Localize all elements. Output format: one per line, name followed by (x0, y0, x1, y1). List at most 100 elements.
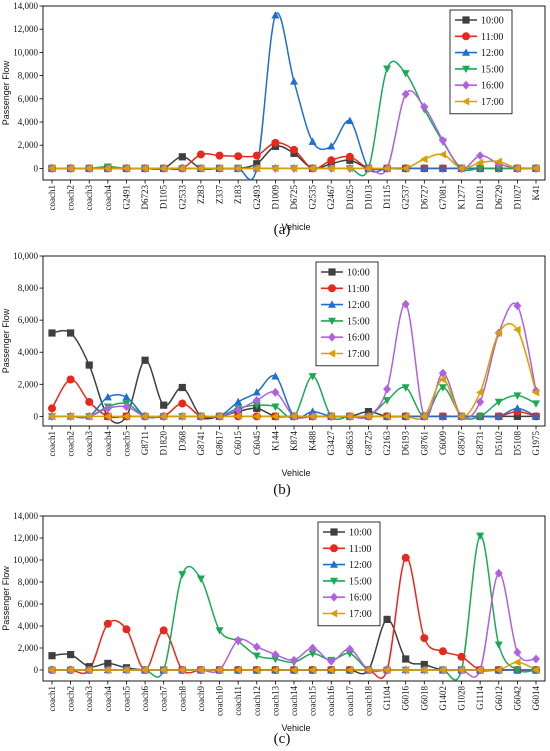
data-point (196, 666, 205, 674)
data-point (457, 412, 465, 421)
data-point (85, 164, 93, 173)
x-tick-label: G2535 (308, 185, 318, 210)
data-point (457, 164, 465, 173)
x-tick-label: D1105 (159, 185, 169, 210)
data-point (345, 164, 354, 173)
x-tick-label: G2533 (177, 185, 187, 210)
data-point (271, 655, 280, 664)
x-tick-label: coach5 (121, 686, 131, 712)
y-tick-label: 4,000 (18, 621, 39, 631)
data-point (401, 553, 410, 562)
y-axis-label: Passenger Flow (1, 566, 11, 631)
data-point (382, 412, 391, 421)
data-point (513, 164, 521, 173)
data-point (364, 407, 373, 416)
y-tick-label: 8,000 (18, 71, 39, 81)
data-point (67, 329, 75, 337)
x-tick-label: C6015 (233, 431, 243, 456)
legend: 10:00 11:00 12:00 15:00 16:00 17:00 (449, 9, 513, 115)
data-point (196, 412, 205, 421)
data-point (532, 412, 540, 420)
x-tick-label: coach2 (66, 686, 76, 711)
data-point (438, 375, 447, 384)
x-tick-label: coach9 (196, 686, 206, 712)
data-point (289, 164, 298, 173)
x-tick-label: coach4 (103, 431, 113, 457)
data-point (345, 152, 354, 161)
legend-marker (461, 97, 470, 106)
data-point (271, 650, 280, 659)
series-group (47, 299, 540, 424)
x-tick-label: C6009 (438, 431, 448, 456)
data-point (85, 361, 93, 369)
data-point (66, 164, 74, 173)
data-point (308, 643, 317, 653)
data-point (345, 412, 354, 421)
data-point (420, 660, 428, 669)
data-point (104, 659, 112, 667)
x-tick-label: coach3 (84, 185, 94, 211)
data-point (420, 666, 428, 674)
x-tick-label: coach6 (140, 686, 150, 712)
data-point (290, 77, 298, 85)
x-tick-label: coach1 (47, 431, 57, 456)
data-point (401, 89, 410, 99)
legend-marker (329, 609, 338, 618)
data-point (420, 164, 429, 172)
data-point (159, 412, 167, 421)
data-point (178, 412, 186, 421)
data-point (438, 384, 447, 392)
x-tick-label: coach3 (84, 686, 94, 712)
data-point (233, 164, 242, 173)
x-tick-label: D6723 (140, 185, 150, 210)
data-point (140, 412, 149, 421)
x-tick-label: G1104 (382, 686, 392, 711)
x-tick-label: D1027 (512, 185, 522, 210)
x-tick-label: G6042 (512, 686, 522, 711)
data-point (160, 401, 168, 409)
data-point (327, 156, 336, 165)
data-point (103, 164, 112, 173)
x-tick-label: K488 (308, 431, 318, 451)
data-point (47, 412, 56, 421)
data-point (289, 412, 298, 421)
legend-marker (330, 577, 338, 586)
data-point (345, 644, 354, 654)
plot-frame (42, 255, 546, 427)
data-point (438, 412, 447, 420)
data-point (215, 666, 223, 674)
data-point (252, 666, 260, 674)
data-point (289, 666, 298, 674)
data-point (103, 619, 112, 628)
legend-label: 15:00 (349, 576, 372, 587)
legend-label: 12:00 (347, 300, 370, 311)
data-point (401, 299, 410, 309)
legend-label: 10:00 (481, 16, 504, 27)
x-tick-label: D1115 (382, 185, 392, 209)
data-point (438, 136, 447, 145)
chart-panel-2: 0 2,000 4,000 6,000 8,000 10,000 Passenger Flo… (1, 251, 546, 498)
data-point (345, 666, 354, 674)
data-point (196, 150, 205, 159)
x-tick-label: G8711 (140, 431, 150, 455)
data-point (103, 412, 112, 421)
data-point (252, 412, 260, 421)
x-axis-label: Vehicle (281, 723, 310, 733)
data-point (178, 164, 186, 173)
legend-marker (328, 268, 336, 276)
x-tick-label: D6725 (289, 185, 299, 210)
data-point (103, 392, 112, 401)
y-tick-label: 10,000 (13, 555, 38, 565)
data-point (47, 164, 56, 173)
x-tick-label: Z337 (215, 185, 225, 204)
data-point (401, 164, 409, 173)
y-tick-label: 14,000 (13, 511, 38, 521)
data-point (271, 138, 280, 147)
legend-label: 16:00 (349, 593, 372, 604)
x-tick-label: D5102 (494, 431, 504, 456)
data-point (457, 666, 465, 674)
legend-label: 17:00 (481, 97, 504, 108)
data-point (513, 648, 522, 657)
x-tick-label: D1009 (270, 185, 280, 210)
